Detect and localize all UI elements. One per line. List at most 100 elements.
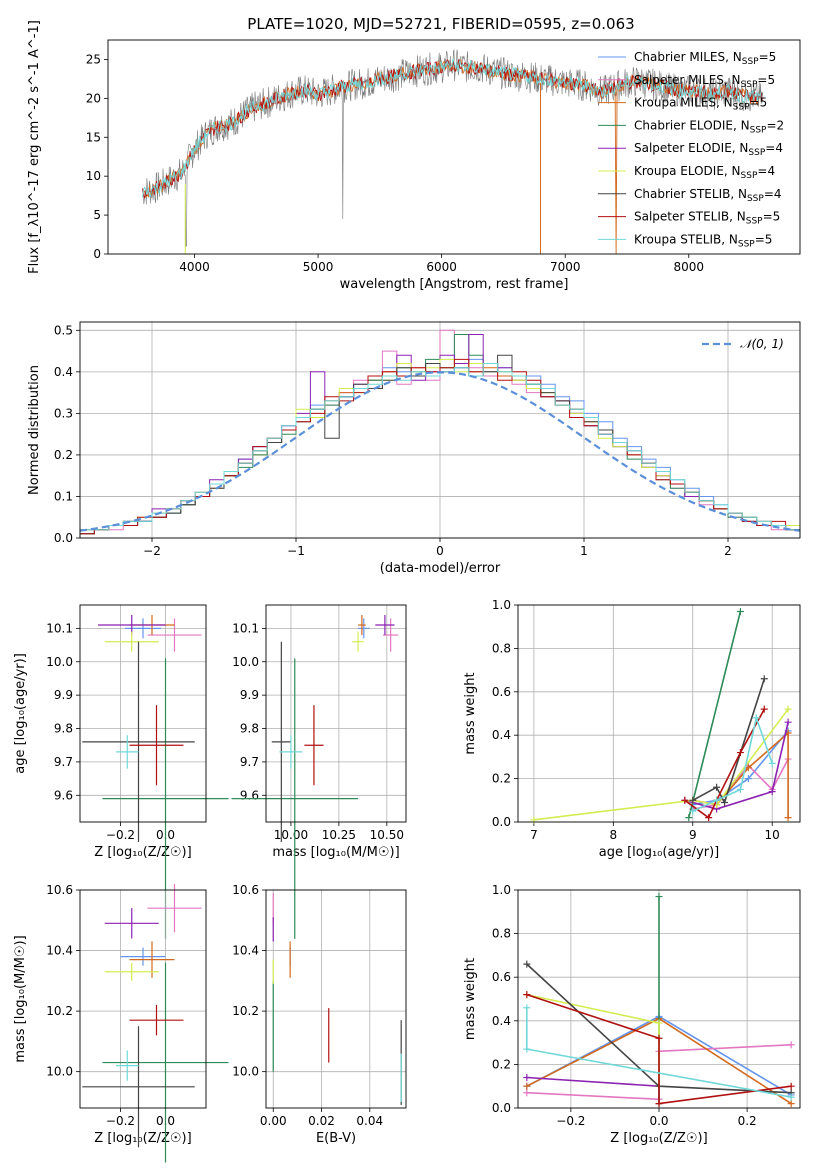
y-tick-label: 10.1 (46, 621, 73, 635)
legend-model: Kroupa STELIB, N (634, 232, 738, 246)
x-tick-label: 0.00 (260, 1114, 287, 1128)
plot-frame (265, 604, 407, 823)
y-tick-label: 0.6 (492, 685, 511, 699)
weight_vs_Z-panel: −0.2 0.0 0.2 0.0 0.2 0.4 0.6 0.8 1.0 Z [log₁₀(Z/Z… (463, 883, 801, 1146)
x-axis-label: Z [log₁₀(Z/Z☉)] (94, 845, 191, 860)
weight-marker-salpeter_stelib (760, 705, 768, 713)
x-tick-label: 8000 (674, 260, 705, 274)
y-tick-label: 9.9 (54, 688, 73, 702)
x-tick-label: 0.2 (738, 1114, 757, 1128)
y-tick-label: 1.0 (492, 883, 511, 897)
x-tick-label: 1 (580, 544, 588, 558)
legend-nssp: =5 (757, 73, 775, 87)
legend-nssp: =5 (759, 50, 777, 64)
y-axis-label: mass weight (463, 672, 478, 754)
y-tick-label: 10.2 (46, 1004, 73, 1018)
y-tick-label: 10.0 (46, 1065, 73, 1079)
age_vs_Z-panel: −0.2 0.09.69.79.89.910.010.1Z [log₁₀(Z/Z☉… (13, 604, 229, 939)
age_vs_mass-panel: 10.00 10.25 10.50 9.6 9.7 9.8 9.9 10.0 10.1 mass … (231, 604, 407, 939)
plot-frame (265, 889, 407, 1109)
weight-marker-kroupa_stelib (768, 759, 776, 767)
legend-model: Salpeter ELODIE, N (634, 141, 748, 155)
legend-subscript: SSP (748, 148, 765, 158)
x-tick-label: −0.2 (106, 1114, 135, 1128)
x-axis-label: wavelength [Angstrom, rest frame] (340, 277, 569, 292)
y-tick-label: 0.0 (492, 1101, 511, 1115)
legend-model: Kroupa MILES, N (634, 96, 733, 110)
x-tick-label: 10.50 (370, 828, 404, 842)
weight-marker-salpeter_stelib (655, 1034, 663, 1042)
weight-marker-salpeter_elodie (784, 718, 792, 726)
y-axis-label: age [log₁₀(age/yr)] (13, 653, 28, 774)
weight-marker-salpeter_elodie (523, 1073, 531, 1081)
y-tick-label: 10.2 (232, 1004, 259, 1018)
weight-marker-kroupa_elodie (784, 705, 792, 713)
legend-entry: Chabrier MILES, NSSP=5 (634, 50, 776, 67)
plot-frame (79, 889, 207, 1109)
weight-marker-chabrier_stelib (760, 675, 768, 683)
x-tick-label: 2 (724, 544, 732, 558)
y-tick-label: 10.4 (232, 944, 259, 958)
spectrum-panel: 4000 5000 6000 7000 8000 0 5 10 15 20 25 wavelength… (27, 20, 801, 292)
weight-line-salpeter_elodie (526, 1076, 660, 1087)
weight-marker-kroupa_miles (523, 1082, 531, 1090)
legend-subscript: SSP (750, 125, 767, 135)
weight-line-chabrier_elodie (688, 611, 742, 818)
weight-marker-chabrier_miles (744, 775, 752, 783)
y-tick-label: 9.6 (240, 788, 259, 802)
y-axis-label: mass weight (463, 958, 478, 1040)
y-tick-label: 0.8 (492, 641, 511, 655)
y-tick-label: 0.2 (492, 772, 511, 786)
y-axis-label: mass [log₁₀(M/M☉)] (13, 935, 28, 1062)
x-tick-label: 9 (689, 828, 697, 842)
x-tick-label: 8 (610, 828, 618, 842)
legend-nssp: =5 (755, 232, 773, 246)
residuals-panel: −2 −1 0 1 2 0.0 0.1 0.2 0.3 0.4 0.5 (data-model)/er… (27, 321, 801, 576)
x-tick-label: −0.2 (106, 828, 135, 842)
x-tick-label: 10.00 (274, 828, 308, 842)
plot-frame (79, 321, 801, 539)
weight-marker-salpeter_stelib (787, 1082, 795, 1090)
legend-entry: Kroupa STELIB, NSSP=5 (634, 232, 772, 249)
x-axis-label: E(B-V) (316, 1131, 356, 1146)
weight-marker-chabrier_elodie (655, 893, 663, 901)
figure-title: PLATE=1020, MJD=52721, FIBERID=0595, z=0… (247, 15, 634, 33)
y-tick-label: 0 (93, 247, 101, 261)
weight-marker-salpeter_stelib (681, 796, 689, 804)
plot-frame (517, 889, 801, 1109)
legend-entry: Salpeter STELIB, NSSP=5 (634, 210, 780, 227)
weight-marker-chabrier_stelib (721, 798, 729, 806)
y-tick-label: 10 (86, 169, 101, 183)
legend-entry: Kroupa ELODIE, NSSP=4 (634, 164, 775, 181)
legend-nssp: =5 (763, 210, 781, 224)
y-tick-label: 9.8 (54, 722, 73, 736)
x-tick-label: 0 (436, 544, 444, 558)
x-tick-label: 0.0 (649, 1114, 668, 1128)
weight-marker-chabrier_stelib (523, 960, 531, 968)
y-tick-label: 0.8 (492, 927, 511, 941)
y-axis-label: Flux [f_λ10^-17 erg cm^-2 s^-1 A^-1] (27, 20, 42, 274)
x-tick-label: 7 (530, 828, 538, 842)
weight-marker-kroupa_miles (787, 1100, 795, 1108)
weight-marker-salpeter_stelib (655, 1100, 663, 1108)
y-tick-label: 0.2 (54, 448, 73, 462)
y-tick-label: 0.6 (492, 970, 511, 984)
weight-marker-kroupa_miles (784, 814, 792, 822)
weight-marker-salpeter_stelib (736, 749, 744, 757)
y-tick-label: 0.0 (54, 531, 73, 545)
histogram-kroupa_stelib (79, 363, 801, 538)
y-tick-label: 0.4 (492, 728, 511, 742)
legend-subscript: SSP (733, 103, 750, 113)
legend-entry: Kroupa MILES, NSSP=5 (634, 96, 767, 113)
legend-subscript: SSP (741, 171, 758, 181)
x-axis-label: age [log₁₀(age/yr)] (599, 845, 720, 860)
legend-subscript: SSP (747, 194, 764, 204)
legend-nssp: =2 (766, 118, 784, 132)
plot-frame (107, 39, 801, 255)
y-tick-label: 5 (93, 208, 101, 222)
x-axis-label: (data-model)/error (380, 561, 501, 576)
legend-nssp: =5 (750, 96, 768, 110)
weight-marker-kroupa_elodie (655, 1019, 663, 1027)
y-tick-label: 0.2 (492, 1057, 511, 1071)
